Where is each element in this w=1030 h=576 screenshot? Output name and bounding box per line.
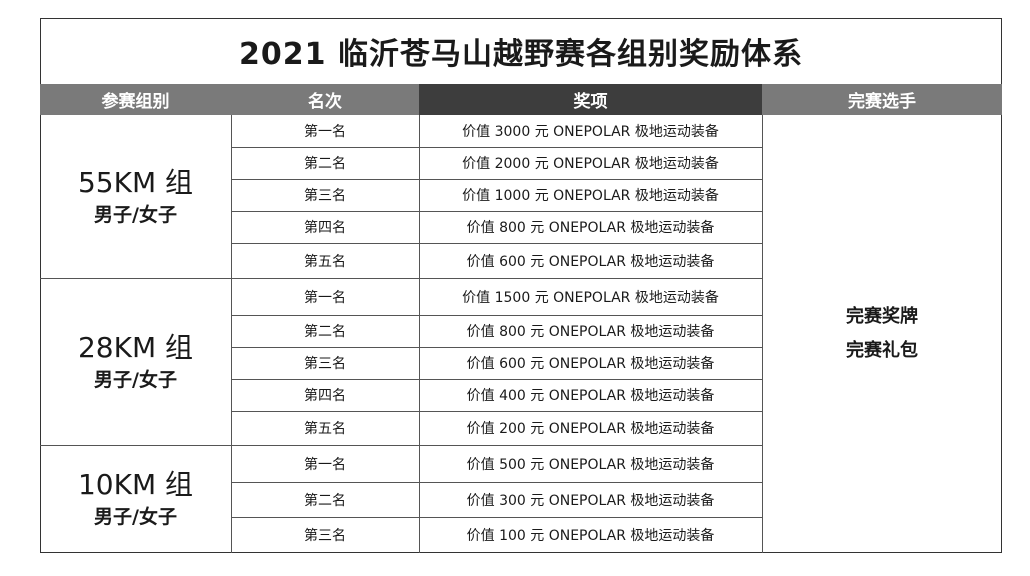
prize-cell: 价值 600 元 ONEPOLAR 极地运动装备 xyxy=(466,356,715,372)
row-separator xyxy=(231,147,762,148)
prize-cell: 价值 600 元 ONEPOLAR 极地运动装备 xyxy=(466,253,715,270)
header-rank: 名次 xyxy=(231,84,419,115)
prize-cell: 价值 2000 元 ONEPOLAR 极地运动装备 xyxy=(462,156,719,172)
prize-cell: 价值 1500 元 ONEPOLAR 极地运动装备 xyxy=(462,289,719,306)
group-separator xyxy=(40,278,762,279)
rank-cell: 第一名 xyxy=(304,124,346,140)
prize-cell: 价值 500 元 ONEPOLAR 极地运动装备 xyxy=(466,456,715,473)
rank-cell: 第三名 xyxy=(304,356,346,372)
rank-cell: 第二名 xyxy=(304,156,346,172)
page-title: 2021 临沂苍马山越野赛各组别奖励体系 xyxy=(239,37,803,72)
group-cell: 28KM 组男子/女子 xyxy=(40,278,231,445)
prize-cell: 价值 400 元 ONEPOLAR 极地运动装备 xyxy=(466,388,715,404)
row-separator xyxy=(231,243,762,244)
row-separator xyxy=(231,347,762,348)
finisher-rewards: 完赛奖牌 完赛礼包 xyxy=(762,115,1002,553)
rank-cell: 第五名 xyxy=(304,421,346,437)
prize-cell: 价值 800 元 ONEPOLAR 极地运动装备 xyxy=(466,220,715,236)
header-prize: 奖项 xyxy=(419,84,762,115)
group-separator xyxy=(40,445,762,446)
rank-cell: 第二名 xyxy=(304,492,346,509)
rank-cell: 第三名 xyxy=(304,528,346,544)
rank-cell: 第三名 xyxy=(304,188,346,204)
column-divider xyxy=(419,115,420,553)
group-gender: 男子/女子 xyxy=(94,506,177,528)
row-separator xyxy=(231,379,762,380)
header-finisher: 完赛选手 xyxy=(762,84,1002,115)
finisher-medal: 完赛奖牌 xyxy=(846,306,918,327)
prize-cell: 价值 200 元 ONEPOLAR 极地运动装备 xyxy=(466,421,715,437)
group-name: 28KM 组 xyxy=(77,330,194,364)
prize-cell: 价值 300 元 ONEPOLAR 极地运动装备 xyxy=(466,492,715,509)
table-frame xyxy=(40,18,1002,553)
rank-cell: 第四名 xyxy=(304,388,346,404)
group-name: 10KM 组 xyxy=(77,468,194,501)
row-separator xyxy=(231,179,762,180)
rank-cell: 第四名 xyxy=(304,220,346,236)
group-name: 55KM 组 xyxy=(77,165,194,199)
rank-cell: 第一名 xyxy=(304,456,346,473)
prize-cell: 价值 100 元 ONEPOLAR 极地运动装备 xyxy=(466,528,715,544)
prize-cell: 价值 3000 元 ONEPOLAR 极地运动装备 xyxy=(462,124,719,140)
group-gender: 男子/女子 xyxy=(94,203,177,226)
group-cell: 55KM 组男子/女子 xyxy=(40,115,231,278)
header-group: 参赛组别 xyxy=(40,84,231,115)
finisher-gift-pack: 完赛礼包 xyxy=(846,340,918,361)
prize-cell: 价值 800 元 ONEPOLAR 极地运动装备 xyxy=(466,324,715,340)
row-separator xyxy=(231,211,762,212)
row-separator xyxy=(231,315,762,316)
row-separator xyxy=(231,411,762,412)
prize-cell: 价值 1000 元 ONEPOLAR 极地运动装备 xyxy=(462,188,719,204)
row-separator xyxy=(231,517,762,518)
group-cell: 10KM 组男子/女子 xyxy=(40,445,231,553)
column-divider xyxy=(231,115,232,553)
group-gender: 男子/女子 xyxy=(94,368,177,391)
row-separator xyxy=(231,482,762,483)
rank-cell: 第二名 xyxy=(304,324,346,340)
rank-cell: 第五名 xyxy=(304,253,346,270)
column-divider xyxy=(762,115,763,553)
rank-cell: 第一名 xyxy=(304,289,346,306)
